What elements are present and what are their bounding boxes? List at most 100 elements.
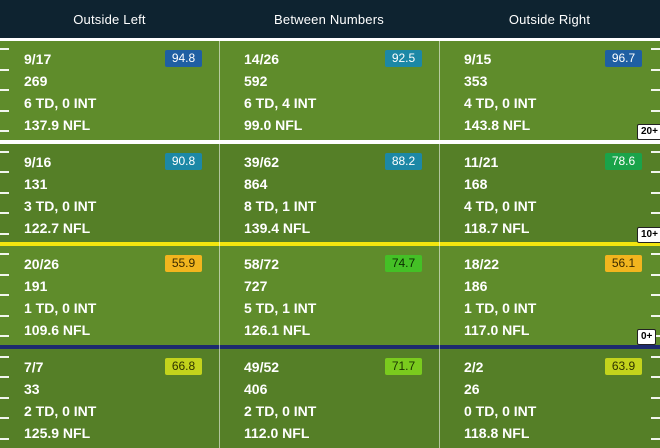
stat-yards: 727 bbox=[244, 278, 268, 294]
stat-td-int: 4 TD, 0 INT bbox=[464, 198, 537, 214]
hash-mark bbox=[651, 294, 660, 296]
grade-badge: 88.2 bbox=[385, 153, 422, 170]
stat-yards: 353 bbox=[464, 73, 488, 89]
zone-cell[interactable]: 18/22 186 1 TD, 0 INT 117.0 NFL 56.1 bbox=[440, 246, 659, 345]
stat-comp: 18/22 bbox=[464, 256, 500, 272]
stat-comp: 9/15 bbox=[464, 51, 492, 67]
zone-cell[interactable]: 49/52 406 2 TD, 0 INT 112.0 NFL 71.7 bbox=[220, 349, 439, 448]
hash-mark bbox=[0, 335, 9, 337]
zone-cell[interactable]: 9/17 269 6 TD, 0 INT 137.9 NFL 94.8 bbox=[0, 41, 219, 140]
hash-mark bbox=[0, 171, 9, 173]
zone-cell[interactable]: 20/26 191 1 TD, 0 INT 109.6 NFL 55.9 bbox=[0, 246, 219, 345]
stat-td-int: 8 TD, 1 INT bbox=[244, 198, 317, 214]
yard-line-10 bbox=[0, 242, 660, 246]
stat-td-int: 1 TD, 0 INT bbox=[24, 300, 97, 316]
hash-mark bbox=[0, 314, 9, 317]
stat-yards: 592 bbox=[244, 73, 268, 89]
hash-mark bbox=[0, 48, 9, 50]
stat-rating: 143.8 NFL bbox=[464, 117, 531, 133]
top-boundary-line bbox=[0, 38, 660, 41]
grade-badge: 63.9 bbox=[605, 358, 642, 375]
grade-badge: 94.8 bbox=[165, 50, 202, 67]
hash-mark bbox=[651, 89, 660, 91]
field-grid: 9/17 269 6 TD, 0 INT 137.9 NFL 94.8 14/26 592 6… bbox=[0, 38, 660, 448]
field-band bbox=[0, 246, 660, 345]
stat-rating: 118.7 NFL bbox=[464, 220, 530, 236]
stat-td-int: 2 TD, 0 INT bbox=[24, 403, 97, 419]
stat-comp: 39/62 bbox=[244, 154, 280, 170]
stat-rating: 118.8 NFL bbox=[464, 425, 530, 441]
hash-mark bbox=[0, 376, 9, 378]
stat-yards: 406 bbox=[244, 381, 268, 397]
hash-mark bbox=[0, 130, 9, 132]
stat-rating: 126.1 NFL bbox=[244, 322, 311, 338]
hash-mark bbox=[0, 150, 9, 153]
zone-cell[interactable]: 39/62 864 8 TD, 1 INT 139.4 NFL 88.2 bbox=[220, 144, 439, 243]
stat-yards: 864 bbox=[244, 176, 268, 192]
stat-comp: 9/16 bbox=[24, 154, 52, 170]
hash-mark bbox=[0, 212, 9, 214]
stat-comp: 9/17 bbox=[24, 51, 52, 67]
hash-mark bbox=[651, 109, 660, 112]
hash-mark bbox=[0, 109, 9, 112]
stat-rating: 109.6 NFL bbox=[24, 322, 91, 338]
stat-td-int: 0 TD, 0 INT bbox=[464, 403, 537, 419]
stat-rating: 99.0 NFL bbox=[244, 117, 303, 133]
grade-badge: 96.7 bbox=[605, 50, 642, 67]
hash-mark bbox=[0, 437, 9, 440]
zone-cell[interactable]: 7/7 33 2 TD, 0 INT 125.9 NFL 66.8 bbox=[0, 349, 219, 448]
hash-mark bbox=[0, 253, 9, 255]
hash-mark bbox=[0, 355, 9, 358]
hash-mark bbox=[0, 89, 9, 91]
yard-marker-20: 20+ bbox=[637, 124, 660, 140]
zone-header: Outside Left Between Numbers Outside Rig… bbox=[0, 0, 660, 38]
zone-cell[interactable]: 9/15 353 4 TD, 0 INT 143.8 NFL 96.7 bbox=[440, 41, 659, 140]
line-of-scrimmage bbox=[0, 345, 660, 349]
zone-cell[interactable]: 9/16 131 3 TD, 0 INT 122.7 NFL 90.8 bbox=[0, 144, 219, 243]
zone-cell[interactable]: 58/72 727 5 TD, 1 INT 126.1 NFL 74.7 bbox=[220, 246, 439, 345]
grade-badge: 78.6 bbox=[605, 153, 642, 170]
yard-marker-0: 0+ bbox=[637, 329, 657, 345]
hash-mark bbox=[651, 314, 660, 317]
column-header-outside-right: Outside Right bbox=[508, 12, 591, 27]
yard-line-20 bbox=[0, 140, 660, 144]
stat-rating: 137.9 NFL bbox=[24, 117, 91, 133]
column-divider bbox=[439, 38, 440, 448]
stat-td-int: 6 TD, 0 INT bbox=[24, 95, 97, 111]
stat-comp: 49/52 bbox=[244, 359, 280, 375]
stat-rating: 117.0 NFL bbox=[464, 322, 530, 338]
hash-mark bbox=[651, 417, 660, 419]
zone-cell[interactable]: 14/26 592 6 TD, 4 INT 99.0 NFL 92.5 bbox=[220, 41, 439, 140]
hash-mark bbox=[651, 68, 660, 71]
stat-td-int: 6 TD, 4 INT bbox=[244, 95, 317, 111]
zone-cell[interactable]: 2/2 26 0 TD, 0 INT 118.8 NFL 63.9 bbox=[440, 349, 659, 448]
grade-badge: 71.7 bbox=[385, 358, 422, 375]
hash-mark bbox=[651, 355, 660, 358]
grade-badge: 66.8 bbox=[165, 358, 202, 375]
hash-mark bbox=[0, 191, 9, 194]
hash-mark bbox=[651, 191, 660, 194]
stat-rating: 122.7 NFL bbox=[24, 220, 91, 236]
stat-yards: 168 bbox=[464, 176, 488, 192]
grade-badge: 74.7 bbox=[385, 255, 422, 272]
column-divider bbox=[219, 38, 220, 448]
hash-mark bbox=[0, 68, 9, 71]
stat-td-int: 5 TD, 1 INT bbox=[244, 300, 317, 316]
stat-comp: 58/72 bbox=[244, 256, 280, 272]
hash-mark bbox=[651, 273, 660, 276]
stat-td-int: 4 TD, 0 INT bbox=[464, 95, 537, 111]
hash-mark bbox=[0, 232, 9, 235]
column-header-between-numbers: Between Numbers bbox=[274, 12, 384, 27]
hash-mark bbox=[651, 171, 660, 173]
stat-td-int: 1 TD, 0 INT bbox=[464, 300, 537, 316]
stat-rating: 139.4 NFL bbox=[244, 220, 311, 236]
grade-badge: 92.5 bbox=[385, 50, 422, 67]
stat-yards: 33 bbox=[24, 381, 40, 397]
hash-mark bbox=[0, 417, 9, 419]
field-band bbox=[0, 38, 660, 140]
zone-cell[interactable]: 11/21 168 4 TD, 0 INT 118.7 NFL 78.6 bbox=[440, 144, 659, 243]
grade-badge: 56.1 bbox=[605, 255, 642, 272]
hash-mark bbox=[0, 294, 9, 296]
hash-mark bbox=[651, 376, 660, 378]
stat-comp: 20/26 bbox=[24, 256, 60, 272]
